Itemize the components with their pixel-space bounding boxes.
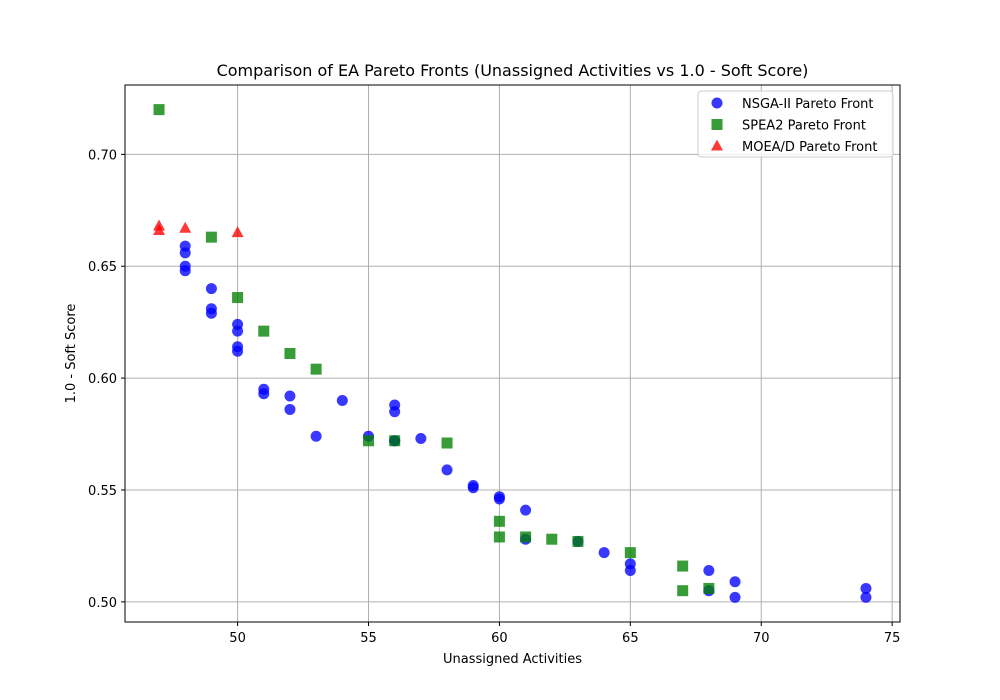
moead-point xyxy=(231,226,244,238)
legend-label: SPEA2 Pareto Front xyxy=(742,119,866,134)
spea2-point xyxy=(310,363,322,375)
nsga2-point xyxy=(179,247,191,259)
nsga2-point xyxy=(703,565,715,577)
spea2-point xyxy=(205,231,217,243)
spea2-point xyxy=(284,348,296,359)
plot-area-frame xyxy=(124,84,901,623)
nsga2-point xyxy=(284,403,296,415)
spea2-point xyxy=(493,515,505,527)
legend-label: MOEA/D Pareto Front xyxy=(742,140,877,155)
nsga2-point xyxy=(860,582,872,594)
x-tick-label: 75 xyxy=(884,631,901,646)
legend: NSGA-II Pareto Front SPEA2 Pareto Front MO… xyxy=(697,90,894,158)
nsga2-point xyxy=(493,493,505,505)
nsga2-point xyxy=(415,433,427,445)
spea2-point xyxy=(441,437,453,449)
axis-ticks: 50 55 60 65 70 75 0.50 0.55 0.60 0.65 0.70 xyxy=(88,148,900,646)
legend-spea2-marker xyxy=(711,119,723,130)
moead-point xyxy=(179,221,192,233)
legend-box xyxy=(697,90,894,158)
data-points xyxy=(153,104,872,603)
nsga2-point xyxy=(860,591,872,603)
x-axis-label: Unassigned Activities xyxy=(443,652,582,667)
spea2-point xyxy=(624,547,636,559)
x-tick-label: 50 xyxy=(229,631,246,646)
spea2-point xyxy=(362,435,374,447)
series-triangle xyxy=(153,219,244,238)
legend-label: NSGA-II Pareto Front xyxy=(742,97,874,112)
nsga2-point xyxy=(336,394,348,406)
y-axis-label: 1.0 - Soft Score xyxy=(64,304,79,404)
nsga2-point xyxy=(232,325,244,337)
spea2-point xyxy=(520,531,532,543)
nsga2-point xyxy=(258,388,270,400)
spea2-point xyxy=(232,292,244,304)
nsga2-point xyxy=(310,430,322,442)
nsga2-point xyxy=(441,464,453,476)
nsga2-point xyxy=(520,504,532,516)
nsga2-point xyxy=(232,345,244,357)
nsga2-point xyxy=(598,547,610,559)
chart-title: Comparison of EA Pareto Fronts (Unassign… xyxy=(217,61,809,80)
x-tick-label: 60 xyxy=(491,631,508,646)
spea2-point xyxy=(572,535,584,547)
y-tick-label: 0.55 xyxy=(88,484,117,499)
nsga2-point xyxy=(179,265,191,277)
spea2-point xyxy=(546,533,558,545)
nsga2-point xyxy=(284,390,296,402)
spea2-point xyxy=(493,531,505,543)
series-square xyxy=(153,104,715,597)
spea2-point xyxy=(677,560,689,572)
nsga2-point xyxy=(729,591,741,603)
legend-moead-marker xyxy=(711,139,723,151)
nsga2-point xyxy=(389,406,401,418)
nsga2-point xyxy=(467,482,479,494)
x-tick-label: 55 xyxy=(360,631,377,646)
nsga2-point xyxy=(729,576,741,588)
x-tick-label: 65 xyxy=(622,631,639,646)
moead-point xyxy=(153,223,166,235)
y-tick-label: 0.50 xyxy=(88,596,117,611)
spea2-point xyxy=(258,325,270,337)
legend-nsga2-marker xyxy=(711,97,723,109)
nsga2-point xyxy=(205,307,217,319)
y-tick-label: 0.65 xyxy=(88,260,117,275)
spea2-point xyxy=(153,104,165,116)
spea2-point xyxy=(703,582,715,594)
y-tick-label: 0.70 xyxy=(88,148,117,163)
spea2-point xyxy=(677,585,689,597)
spea2-point xyxy=(389,435,401,447)
y-tick-label: 0.60 xyxy=(88,372,117,387)
nsga2-point xyxy=(624,565,636,577)
nsga2-point xyxy=(205,283,217,295)
x-tick-label: 70 xyxy=(753,631,770,646)
